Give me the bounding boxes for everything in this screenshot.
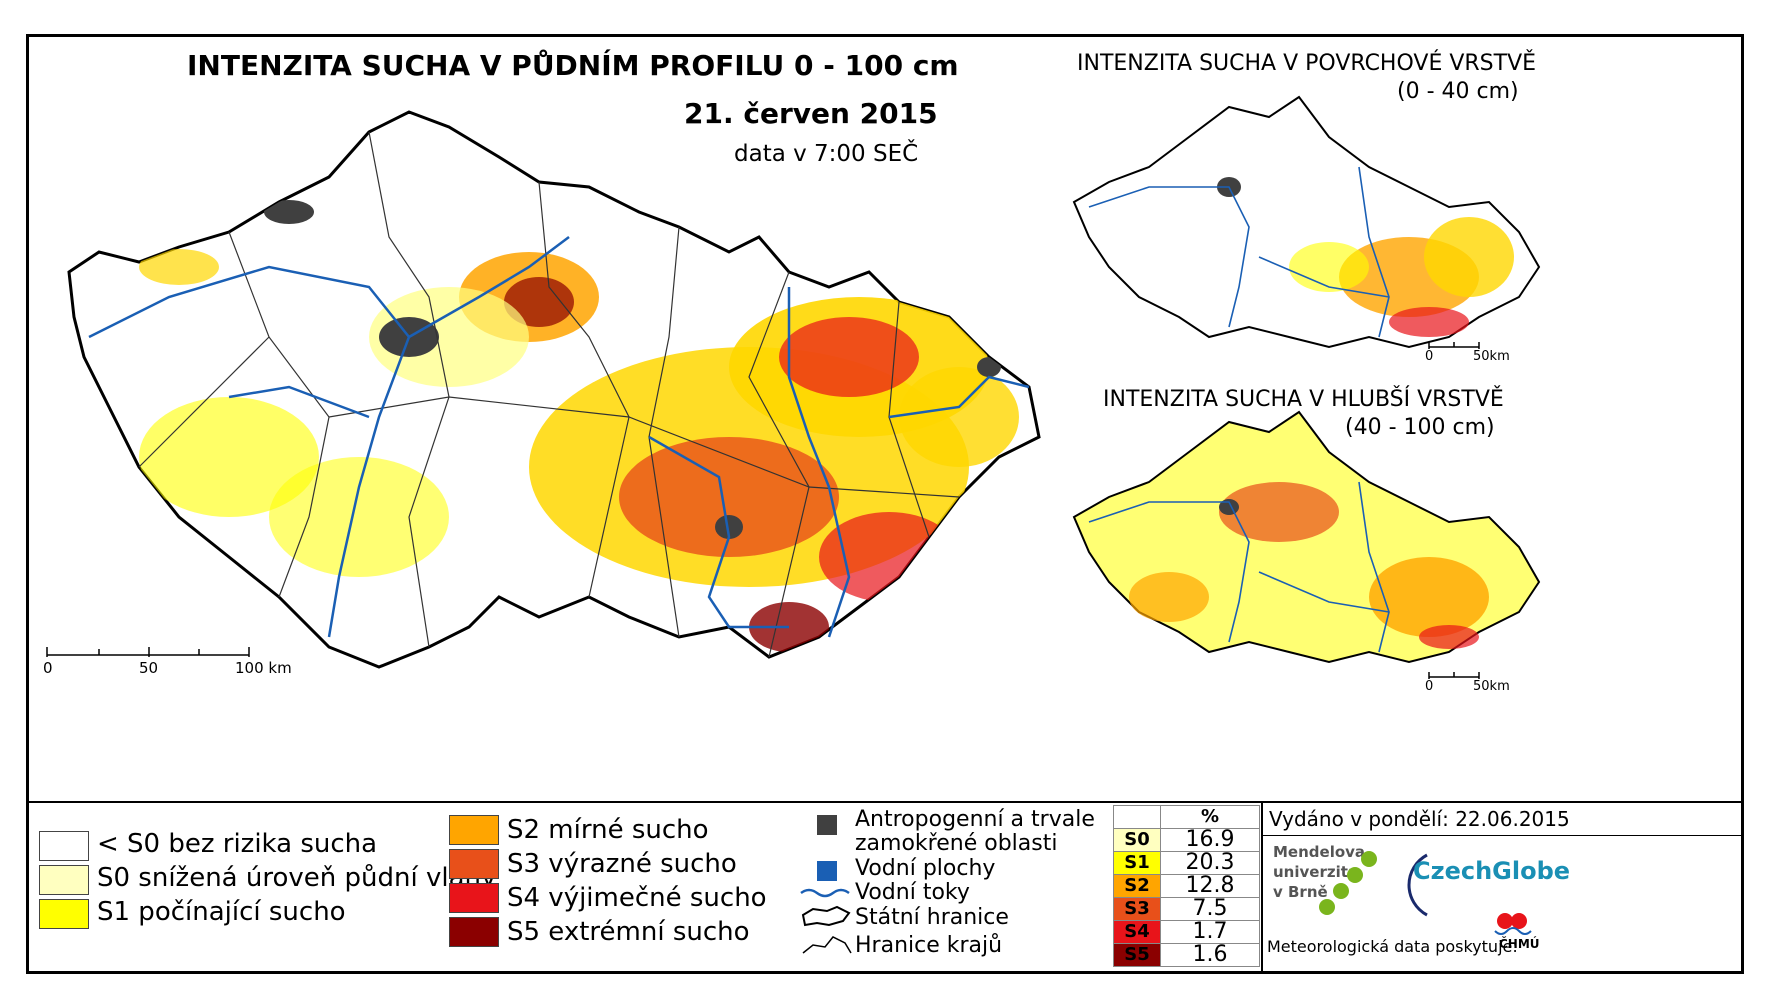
rivers (88, 236, 1030, 638)
legend-label-antropogenic: Antropogenní a trvale (855, 807, 1095, 832)
logo-mendel-line1: Mendelova (1273, 843, 1366, 861)
logo-czechglobe: CzechGlobe (1413, 857, 1571, 885)
percentage-table: % S0 16.9 S1 20.3 S2 12.8 S3 7.5 S4 1.7 (1113, 805, 1260, 967)
table-value-s4: 1.7 (1160, 920, 1260, 944)
table-header-percent: % (1160, 805, 1260, 829)
legend-water-bodies-icon (817, 861, 837, 881)
inset-bottom-map (1072, 410, 1541, 664)
drought-zone (619, 437, 839, 557)
inset-bottom-scale-t0: 0 (1425, 679, 1434, 694)
legend-region-border-icon (802, 936, 852, 954)
logo-mendel-dots-icon (1319, 851, 1532, 935)
drought-zone (269, 457, 449, 577)
legend-swatch-s5 (449, 917, 499, 947)
inset-top-subtitle: (0 - 40 cm) (1397, 79, 1519, 104)
legend-label-water-bodies: Vodní plochy (855, 856, 996, 881)
table-code-s2: S2 (1113, 874, 1161, 898)
legend-label-region-border: Hranice krajů (855, 933, 1003, 958)
table-value-s2: 12.8 (1160, 874, 1260, 898)
drought-zone (779, 317, 919, 397)
legend-label-lt-s0: < S0 bez rizika sucha (97, 829, 378, 859)
drought-zone (139, 249, 219, 285)
map-svg (46, 95, 1541, 679)
table-value-s1: 20.3 (1160, 851, 1260, 875)
logo-mendel-line3: v Brně (1273, 883, 1328, 901)
table-code-s1: S1 (1113, 851, 1161, 875)
main-scale-t2: 100 km (235, 659, 292, 677)
legend-swatch-s1 (39, 899, 89, 929)
table-value-s3: 7.5 (1160, 897, 1260, 921)
legend-label-rivers: Vodní toky (855, 880, 970, 905)
inset-bottom-title: INTENZITA SUCHA V HLUBŠÍ VRSTVĚ (1103, 387, 1504, 412)
legend-label-state-border: Státní hranice (855, 905, 1009, 930)
table-code-s0: S0 (1113, 828, 1161, 852)
main-scale-t0: 0 (43, 659, 53, 677)
drought-zone (369, 287, 529, 387)
map-frame: INTENZITA SUCHA V PŮDNÍM PROFILU 0 - 100… (26, 34, 1744, 974)
legend-label-s4: S4 výjimečné sucho (507, 883, 767, 913)
table-code-s4: S4 (1113, 920, 1161, 944)
legend-label-s0: S0 snížená úroveň půdní vláhy (97, 863, 497, 893)
legend-swatch-s3 (449, 849, 499, 879)
legend-river-icon (800, 888, 850, 898)
inset-top-scale-t0: 0 (1425, 349, 1434, 364)
table-code-s3: S3 (1113, 897, 1161, 921)
legend: < S0 bez rizika sucha S0 snížená úroveň … (29, 801, 1741, 973)
legend-swatch-s2 (449, 815, 499, 845)
main-map-time-note: data v 7:00 SEČ (734, 141, 919, 167)
legend-label-s1: S1 počínající sucho (97, 897, 346, 927)
main-map-title: INTENZITA SUCHA V PŮDNÍM PROFILU 0 - 100… (187, 49, 959, 82)
legend-antropogenic-icon (817, 815, 837, 835)
drought-zone (899, 367, 1019, 467)
inset-top-map (1072, 95, 1541, 349)
inset-bottom-subtitle: (40 - 100 cm) (1345, 415, 1495, 440)
legend-state-border-icon (801, 905, 851, 927)
legend-swatch-lt-s0 (39, 831, 89, 861)
drought-zone (715, 515, 743, 539)
table-code-s5: S5 (1113, 943, 1161, 967)
table-value-s5: 1.6 (1160, 943, 1260, 967)
main-scale-t1: 50 (139, 659, 159, 677)
legend-swatch-s0 (39, 865, 89, 895)
legend-label-s3: S3 výrazné sucho (507, 849, 737, 879)
legend-label-antropogenic-2: zamokřené oblasti (855, 831, 1058, 856)
drought-zone (264, 200, 314, 224)
drought-zone (504, 277, 574, 327)
map-area: INTENZITA SUCHA V PŮDNÍM PROFILU 0 - 100… (29, 37, 1741, 801)
logo-mendel-line2: univerzita (1273, 863, 1359, 881)
main-map (67, 110, 1041, 669)
inset-bottom-scale-t1: 50km (1473, 679, 1510, 694)
main-map-date: 21. červen 2015 (684, 97, 938, 130)
inset-top-title: INTENZITA SUCHA V POVRCHOVÉ VRSTVĚ (1077, 51, 1537, 76)
legend-line-icons (800, 888, 852, 954)
data-provider: Meteorologická data poskytuje: (1267, 937, 1518, 956)
legend-label-s5: S5 extrémní sucho (507, 917, 750, 947)
legend-swatch-s4 (449, 883, 499, 913)
drought-zone (977, 357, 1001, 377)
issued-divider (1263, 835, 1741, 836)
legend-right-separator (1261, 803, 1263, 973)
issued-date: Vydáno v pondělí: 22.06.2015 (1269, 807, 1570, 831)
region-borders (138, 131, 960, 658)
logo-chmu: ČHMÚ (1499, 937, 1540, 951)
inset-top-scale-t1: 50km (1473, 349, 1510, 364)
table-value-s0: 16.9 (1160, 828, 1260, 852)
legend-label-s2: S2 mírné sucho (507, 815, 709, 845)
drought-zone (139, 397, 319, 517)
